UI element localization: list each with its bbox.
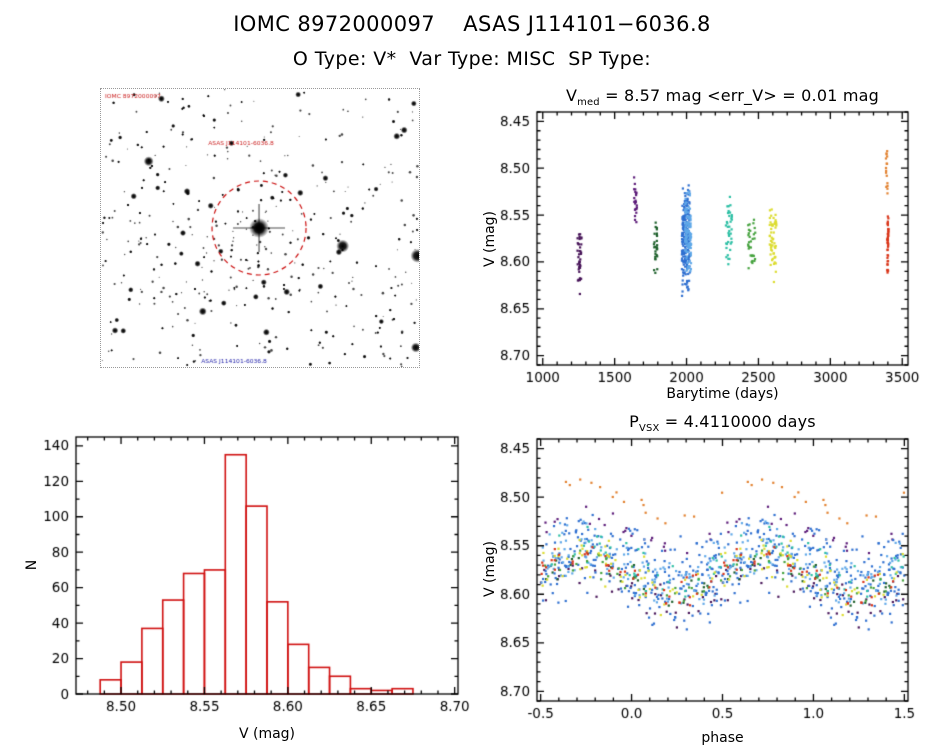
phase-panel: PVSX = 4.4110000 days V (mag) phase (480, 412, 938, 747)
histogram-plot-canvas (28, 428, 470, 718)
phase-title-rest: = 4.4110000 days (659, 412, 816, 431)
star-field-image (100, 88, 420, 368)
phase-title: PVSX = 4.4110000 days (537, 412, 908, 434)
page-subtitle: O Type: V* Var Type: MISC SP Type: (292, 48, 652, 70)
histogram-panel: N V (mag) (24, 428, 470, 746)
lightcurve-panel: Vmed = 8.57 mag <err_V> = 0.01 mag V (ma… (480, 86, 938, 418)
page-title: IOMC 8972000097 ASAS J114101−6036.8 (233, 12, 711, 36)
lightcurve-ylabel: V (mag) (482, 210, 498, 268)
phase-title-sub: VSX (639, 423, 660, 435)
lightcurve-title-main: V (565, 86, 578, 105)
histogram-ylabel: N (24, 559, 40, 571)
lightcurve-title-rest: = 8.57 mag <err_V> = 0.01 mag (599, 86, 880, 105)
lightcurve-title-sub: med (577, 97, 600, 109)
lightcurve-xlabel: Barytime (days) (666, 386, 779, 402)
lightcurve-title: Vmed = 8.57 mag <err_V> = 0.01 mag (537, 86, 908, 108)
phase-ylabel: V (mag) (482, 540, 498, 598)
phase-xlabel: phase (701, 730, 744, 746)
phase-title-main: P (629, 412, 640, 431)
finder-chart (100, 88, 420, 368)
lightcurve-plot-canvas (480, 106, 938, 398)
phase-plot-canvas (480, 434, 938, 724)
histogram-xlabel: V (mag) (238, 726, 296, 742)
